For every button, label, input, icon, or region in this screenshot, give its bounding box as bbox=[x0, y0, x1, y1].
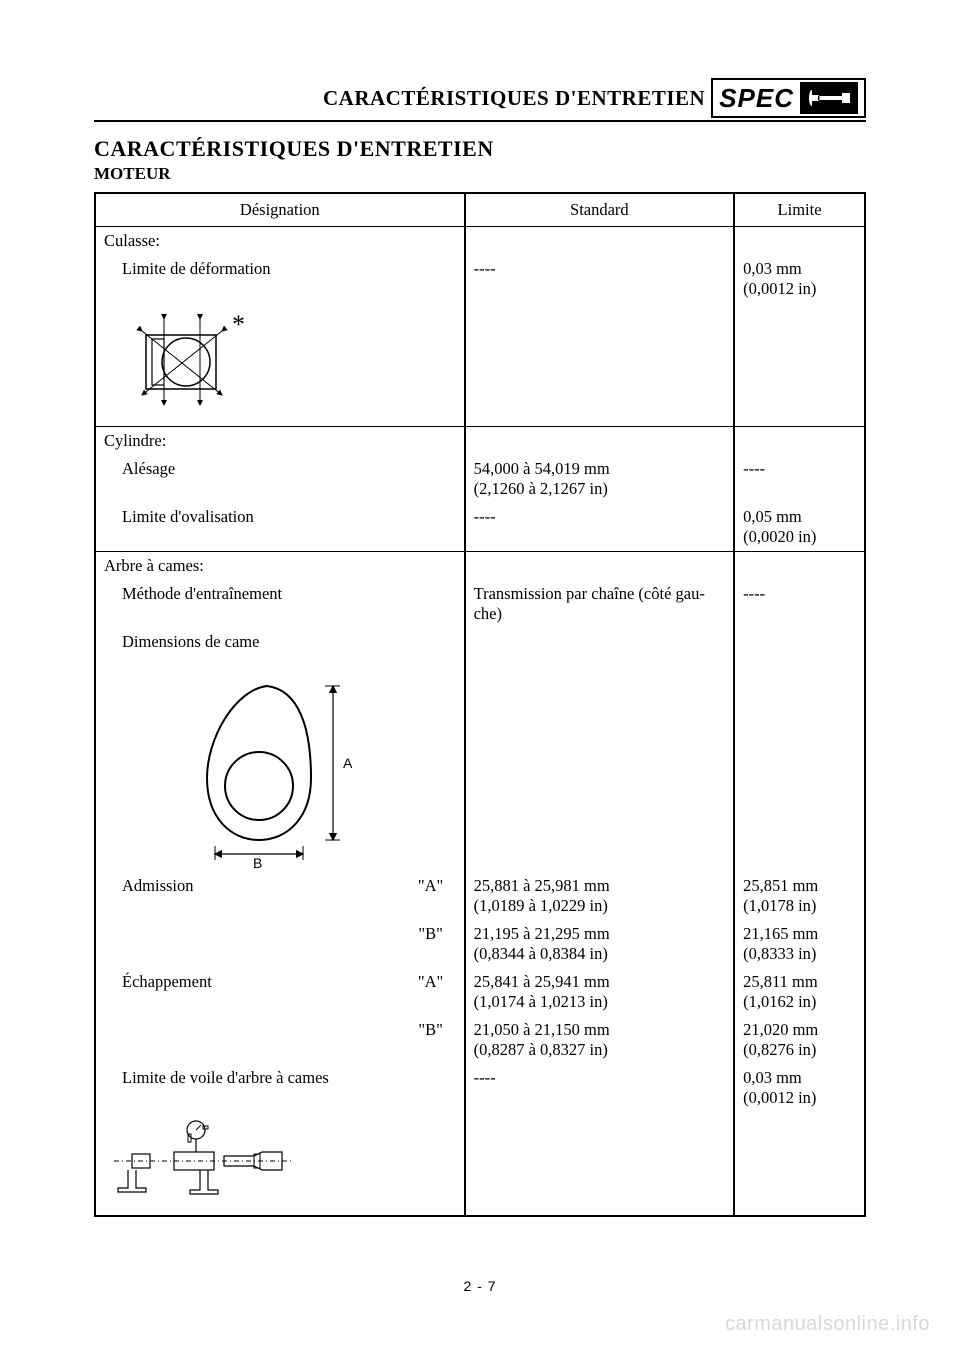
oval-lim2: (0,0020 in) bbox=[743, 527, 816, 546]
methode-std2: che) bbox=[474, 604, 502, 623]
alesage-std1: 54,000 à 54,019 mm bbox=[474, 459, 610, 478]
wrench-icon bbox=[806, 87, 852, 109]
adm-A-lim2: (1,0178 in) bbox=[743, 896, 816, 915]
methode-label: Méthode d'entraînement bbox=[104, 584, 282, 604]
adm-label: Admission bbox=[104, 876, 406, 896]
section-subtitle: MOTEUR bbox=[94, 164, 866, 184]
table-row bbox=[95, 1112, 865, 1216]
adm-B-std1: 21,195 à 21,295 mm bbox=[474, 924, 610, 943]
page-number: 2 - 7 bbox=[0, 1278, 960, 1294]
table-row: Méthode d'entraînement Transmission par … bbox=[95, 580, 865, 628]
table-row: A B bbox=[95, 656, 865, 872]
col-header-designation: Désignation bbox=[95, 193, 465, 227]
group-culasse: Culasse: bbox=[95, 227, 465, 256]
col-header-limit: Limite bbox=[734, 193, 865, 227]
voile-lim2: (0,0012 in) bbox=[743, 1088, 816, 1107]
table-row: Alésage 54,000 à 54,019 mm (2,1260 à 2,1… bbox=[95, 455, 865, 503]
ech-B-std1: 21,050 à 21,150 mm bbox=[474, 1020, 610, 1039]
table-row: Limite d'ovalisation ---- 0,05 mm (0,002… bbox=[95, 503, 865, 552]
table-row: "B" 21,195 à 21,295 mm (0,8344 à 0,8384 … bbox=[95, 920, 865, 968]
cam-label-B: B bbox=[253, 855, 262, 868]
adm-A-lim1: 25,851 mm bbox=[743, 876, 818, 895]
runout-diagram bbox=[104, 1116, 304, 1206]
ech-B-lim1: 21,020 mm bbox=[743, 1020, 818, 1039]
oval-label: Limite d'ovalisation bbox=[104, 507, 254, 527]
table-row: "B" 21,050 à 21,150 mm (0,8287 à 0,8327 … bbox=[95, 1016, 865, 1064]
alesage-lim: ---- bbox=[734, 455, 865, 503]
svg-text:*: * bbox=[232, 310, 245, 339]
adm-B-std2: (0,8344 à 0,8384 in) bbox=[474, 944, 608, 963]
ech-A-lim1: 25,811 mm bbox=[743, 972, 818, 991]
ech-A-std2: (1,0174 à 1,0213 in) bbox=[474, 992, 608, 1011]
dim-A-2: "A" bbox=[406, 972, 456, 992]
adm-B-lim2: (0,8333 in) bbox=[743, 944, 816, 963]
oval-lim1: 0,05 mm bbox=[743, 507, 802, 526]
ech-B-std2: (0,8287 à 0,8327 in) bbox=[474, 1040, 608, 1059]
table-row: Limite de voile d'arbre à cames ---- 0,0… bbox=[95, 1064, 865, 1112]
adm-A-std1: 25,881 à 25,981 mm bbox=[474, 876, 610, 895]
table-row: Limite de déformation ---- 0,03 mm (0,00… bbox=[95, 255, 865, 303]
section-title: CARACTÉRISTIQUES D'ENTRETIEN bbox=[94, 136, 866, 162]
table-row: Culasse: bbox=[95, 227, 865, 256]
adm-A-std2: (1,0189 à 1,0229 in) bbox=[474, 896, 608, 915]
culasse-deform-lim2: (0,0012 in) bbox=[743, 279, 816, 298]
voile-lim1: 0,03 mm bbox=[743, 1068, 802, 1087]
ech-label: Échappement bbox=[104, 972, 406, 992]
alesage-label: Alésage bbox=[104, 459, 175, 479]
table-row: Arbre à cames: bbox=[95, 552, 865, 581]
spec-icon-box bbox=[800, 82, 858, 114]
spec-label: SPEC bbox=[719, 83, 794, 114]
cam-label-A: A bbox=[343, 755, 353, 771]
alesage-std2: (2,1260 à 2,1267 in) bbox=[474, 479, 608, 498]
culasse-deform-lim1: 0,03 mm bbox=[743, 259, 802, 278]
header-title: CARACTÉRISTIQUES D'ENTRETIEN bbox=[323, 86, 705, 111]
oval-std: ---- bbox=[465, 503, 735, 552]
table-row: Échappement "A" 25,841 à 25,941 mm (1,01… bbox=[95, 968, 865, 1016]
table-row: Admission "A" 25,881 à 25,981 mm (1,0189… bbox=[95, 872, 865, 920]
ech-B-lim2: (0,8276 in) bbox=[743, 1040, 816, 1059]
group-cylindre: Cylindre: bbox=[95, 427, 465, 456]
ech-A-lim2: (1,0162 in) bbox=[743, 992, 816, 1011]
dim-A: "A" bbox=[406, 876, 456, 896]
col-header-standard: Standard bbox=[465, 193, 735, 227]
culasse-deform-label: Limite de déformation bbox=[104, 259, 270, 279]
ech-A-std1: 25,841 à 25,941 mm bbox=[474, 972, 610, 991]
watermark: carmanualsonline.info bbox=[725, 1313, 930, 1336]
cam-diagram: A B bbox=[185, 668, 375, 868]
spec-badge: SPEC bbox=[711, 78, 866, 118]
culasse-diagram: * bbox=[104, 307, 274, 417]
voile-std: ---- bbox=[465, 1064, 735, 1112]
adm-B-lim1: 21,165 mm bbox=[743, 924, 818, 943]
page-header: CARACTÉRISTIQUES D'ENTRETIEN SPEC bbox=[94, 78, 866, 122]
table-row: Dimensions de came bbox=[95, 628, 865, 656]
table-row: Cylindre: bbox=[95, 427, 865, 456]
methode-lim: ---- bbox=[734, 580, 865, 628]
table-row: * bbox=[95, 303, 865, 427]
dim-label: Dimensions de came bbox=[104, 632, 259, 652]
dim-B-2: "B" bbox=[406, 1020, 456, 1040]
voile-label: Limite de voile d'arbre à cames bbox=[104, 1068, 329, 1088]
spec-table: Désignation Standard Limite Culasse: Lim… bbox=[94, 192, 866, 1217]
methode-std1: Transmission par chaîne (côté gau- bbox=[474, 584, 705, 603]
dim-B: "B" bbox=[406, 924, 456, 944]
group-arbre: Arbre à cames: bbox=[95, 552, 465, 581]
culasse-deform-std: ---- bbox=[465, 255, 735, 303]
